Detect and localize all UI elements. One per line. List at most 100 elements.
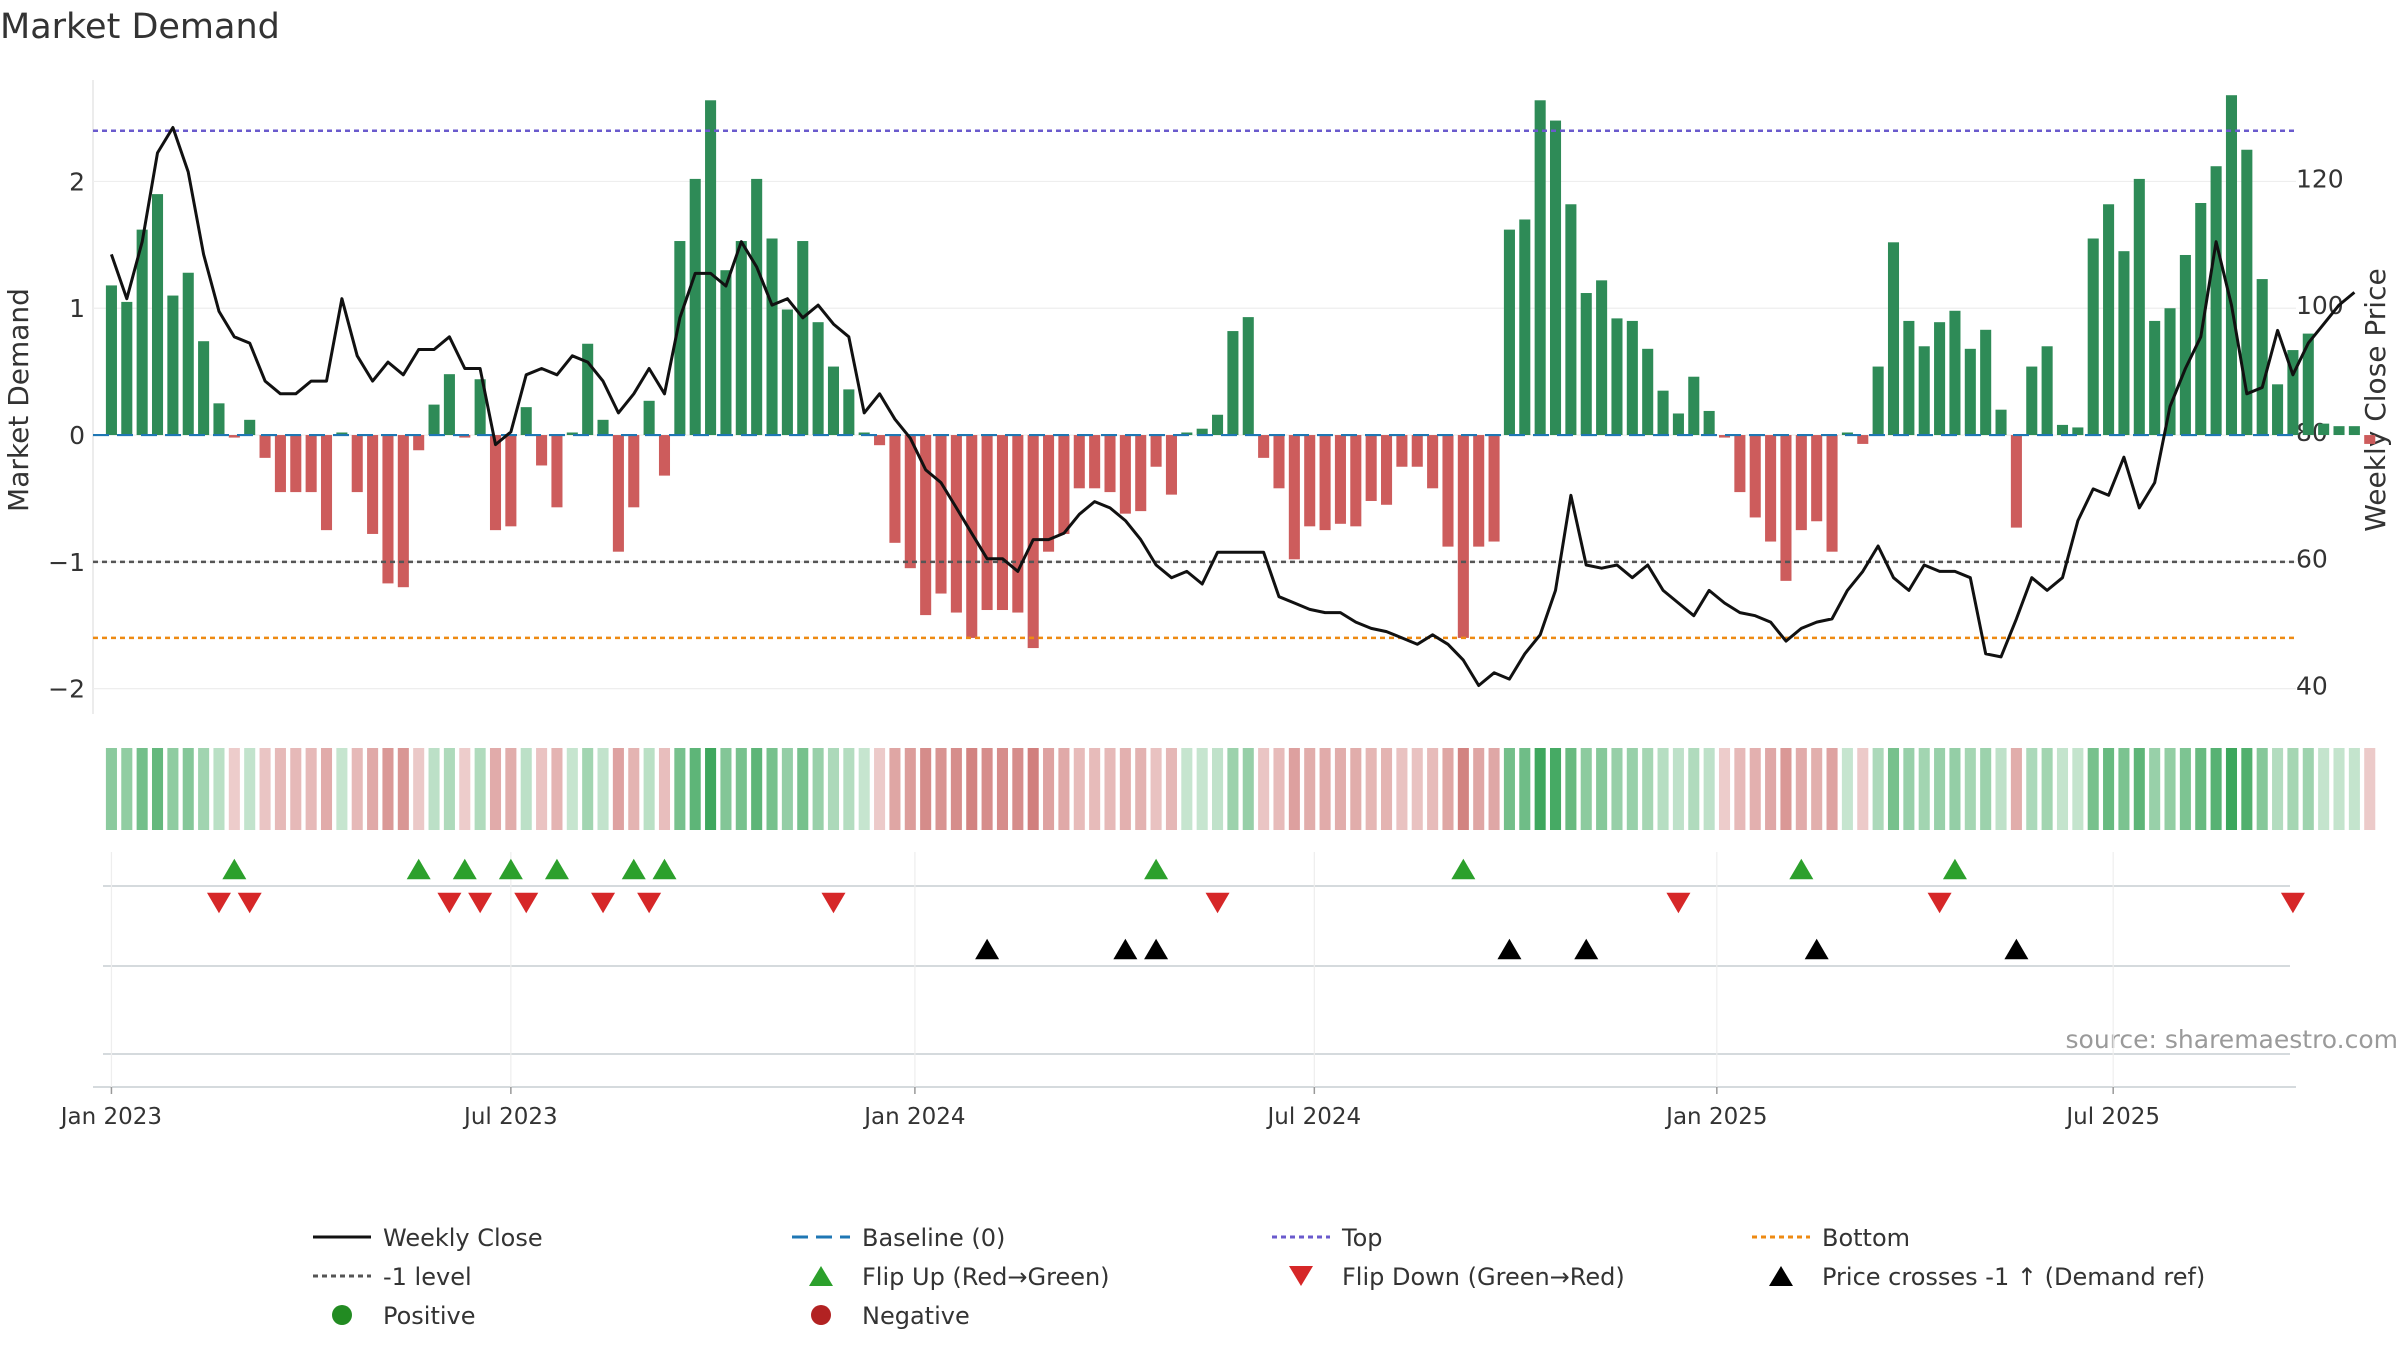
legend-label: Negative <box>862 1302 970 1330</box>
heatmap-cell <box>1534 748 1546 830</box>
heatmap-cell <box>843 748 855 830</box>
positive-bar <box>1934 322 1946 436</box>
heatmap-cell <box>536 748 548 830</box>
y-tick-label-left: 0 <box>69 421 85 450</box>
positive-bar <box>705 100 717 436</box>
heatmap-cell <box>1196 748 1208 830</box>
legend-label: Top <box>1341 1224 1383 1252</box>
positive-bar <box>1688 376 1700 436</box>
heatmap-cell <box>2026 748 2038 830</box>
x-tick-label: Jul 2023 <box>462 1104 558 1130</box>
legend-swatch <box>809 1266 833 1286</box>
positive-bar <box>1227 331 1239 436</box>
y-tick-label-right: 100 <box>2296 291 2344 320</box>
legend-entry: Weekly Close <box>313 1224 543 1252</box>
heatmap-cell <box>1319 748 1331 830</box>
positive-bar <box>2241 149 2253 436</box>
negative-bar <box>2010 435 2022 528</box>
heatmap-cell <box>2241 748 2253 830</box>
heatmap-cell <box>443 748 455 830</box>
heatmap-cell <box>797 748 809 830</box>
positive-bar <box>151 194 164 436</box>
negative-bar <box>950 435 962 613</box>
negative-bar <box>1795 435 1807 531</box>
flip-up-marker <box>621 858 646 880</box>
legend-entry: Positive <box>332 1302 476 1330</box>
positive-bar <box>2103 204 2115 436</box>
heatmap-cell <box>1304 748 1316 830</box>
negative-bar <box>1058 435 1070 534</box>
heatmap-cell <box>1181 748 1193 830</box>
heatmap-cell <box>1841 748 1853 830</box>
negative-bar <box>1427 435 1439 489</box>
positive-bar <box>858 432 870 436</box>
heatmap-cell <box>2210 748 2222 830</box>
flip-down-marker <box>637 892 662 914</box>
heatmap-cell <box>1043 748 1055 830</box>
positive-bar <box>2210 166 2222 436</box>
positive-bar <box>566 432 578 436</box>
legend-label: Flip Down (Green→Red) <box>1342 1263 1625 1291</box>
heatmap-cell <box>167 748 179 830</box>
negative-bar <box>966 435 978 638</box>
heatmap-cell <box>136 748 148 830</box>
heatmap-cell <box>1058 748 1070 830</box>
negative-bar <box>1043 435 1055 552</box>
negative-bar <box>1319 435 1331 531</box>
positive-bar <box>2149 320 2161 436</box>
negative-bar <box>489 435 502 531</box>
heatmap-cell <box>151 748 164 830</box>
heatmap-cell <box>1119 748 1131 830</box>
heatmap-cell <box>1411 748 1423 830</box>
heatmap-cell <box>1596 748 1608 830</box>
heatmap-cell <box>658 748 671 830</box>
flip-down-marker <box>468 892 493 914</box>
positive-bar <box>1549 120 1562 436</box>
heatmap-cell <box>1611 748 1623 830</box>
heatmap-cell <box>382 748 394 830</box>
heatmap-cell <box>1012 748 1024 830</box>
positive-bar <box>1626 320 1638 436</box>
heatmap-cell <box>2133 748 2145 830</box>
heatmap-cell <box>1350 748 1362 830</box>
heatmap-cell <box>1580 748 1592 830</box>
heatmap-cell <box>320 748 333 830</box>
flip-up-marker <box>1789 858 1814 880</box>
negative-bar <box>382 435 394 584</box>
flip-up-marker <box>1451 858 1476 880</box>
legend-entry: Bottom <box>1752 1224 1910 1252</box>
negative-bar <box>1089 435 1101 489</box>
negative-bar <box>413 435 425 451</box>
negative-bar <box>904 435 916 569</box>
positive-bar <box>182 272 194 436</box>
heatmap-cell <box>1273 748 1285 830</box>
negative-bar <box>1073 435 1085 489</box>
flip-down-marker <box>1666 892 1691 914</box>
heatmap-cell <box>551 748 563 830</box>
legend-entry: Baseline (0) <box>792 1224 1005 1252</box>
positive-bar <box>105 285 117 436</box>
heatmap-cell <box>1826 748 1838 830</box>
heatmap-cell <box>1457 748 1469 830</box>
heatmap-cell <box>505 748 517 830</box>
heatmap-cell <box>966 748 978 830</box>
heatmap-cell <box>474 748 486 830</box>
heatmap-cell <box>628 748 640 830</box>
heatmap-cell <box>336 748 348 830</box>
flip-down-marker <box>206 892 231 914</box>
heatmap-cell <box>1964 748 1976 830</box>
heatmap-cell <box>1672 748 1684 830</box>
heatmap-cell <box>566 748 578 830</box>
heatmap-cell <box>858 748 870 830</box>
negative-bar <box>1765 435 1777 542</box>
heatmap-cell <box>2118 748 2130 830</box>
heatmap-cell <box>1442 748 1454 830</box>
heatmap-cell <box>2287 748 2299 830</box>
positive-bar <box>689 178 701 436</box>
heatmap-cell <box>1227 748 1239 830</box>
heatmap-cell <box>367 748 379 830</box>
negative-bar <box>367 435 379 534</box>
heatmap-cell <box>2256 748 2268 830</box>
positive-bar <box>843 389 855 436</box>
